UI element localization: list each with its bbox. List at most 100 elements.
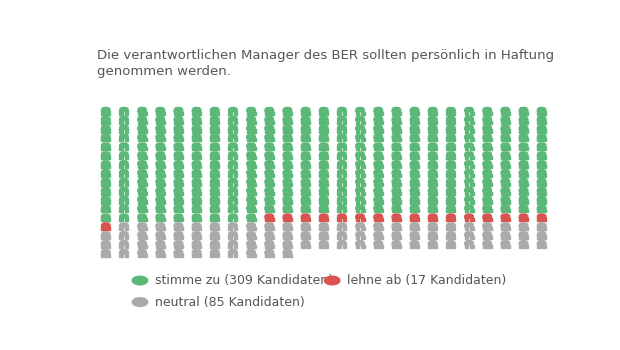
Polygon shape [210,180,219,183]
Ellipse shape [193,214,200,216]
Polygon shape [410,121,414,124]
Polygon shape [361,236,365,239]
Polygon shape [247,153,255,156]
Ellipse shape [466,152,472,153]
Polygon shape [483,207,492,209]
Polygon shape [488,209,492,212]
Polygon shape [174,165,178,168]
Polygon shape [337,145,347,147]
Polygon shape [192,227,196,230]
Polygon shape [501,147,505,150]
Ellipse shape [193,116,200,118]
Polygon shape [337,201,342,204]
Polygon shape [270,147,274,150]
Polygon shape [192,251,201,254]
Polygon shape [229,147,232,150]
Polygon shape [265,227,268,230]
Ellipse shape [484,241,490,242]
Ellipse shape [303,178,309,180]
Polygon shape [229,236,232,239]
Polygon shape [215,191,219,195]
Polygon shape [519,242,528,245]
Ellipse shape [193,143,200,145]
Ellipse shape [411,125,418,127]
Polygon shape [519,153,528,156]
Polygon shape [138,251,146,254]
Polygon shape [247,236,250,239]
Ellipse shape [411,196,418,198]
Polygon shape [215,236,219,239]
Polygon shape [107,138,110,141]
Ellipse shape [157,116,164,118]
Polygon shape [392,216,401,218]
Polygon shape [374,189,383,191]
Polygon shape [229,183,232,186]
Polygon shape [538,174,541,177]
Polygon shape [464,224,474,227]
Polygon shape [265,191,268,195]
Ellipse shape [157,214,164,216]
Polygon shape [538,245,541,248]
Polygon shape [197,147,201,150]
Polygon shape [415,174,419,177]
Polygon shape [288,201,292,204]
Polygon shape [101,245,105,248]
Polygon shape [192,130,196,133]
Polygon shape [229,121,232,124]
Ellipse shape [321,170,327,171]
Polygon shape [215,227,219,230]
Ellipse shape [466,161,472,162]
Polygon shape [519,233,528,236]
Ellipse shape [121,214,127,216]
Polygon shape [288,191,292,195]
Ellipse shape [484,223,490,224]
Polygon shape [138,245,141,248]
Polygon shape [483,174,487,177]
Ellipse shape [356,205,363,207]
Ellipse shape [248,152,254,153]
Polygon shape [120,254,123,257]
Polygon shape [101,183,105,186]
Polygon shape [501,112,505,115]
Polygon shape [265,130,268,133]
Polygon shape [143,130,146,133]
Polygon shape [433,218,437,221]
Polygon shape [192,207,201,209]
Polygon shape [361,121,365,124]
Polygon shape [519,130,523,133]
Polygon shape [179,218,183,221]
Ellipse shape [193,223,200,224]
Polygon shape [488,121,492,124]
Polygon shape [379,138,383,141]
Polygon shape [319,174,323,177]
Polygon shape [415,138,419,141]
Ellipse shape [303,187,309,189]
Polygon shape [433,138,437,141]
Polygon shape [397,174,401,177]
Polygon shape [229,207,237,209]
Polygon shape [229,251,237,254]
Polygon shape [215,245,219,248]
Polygon shape [174,136,183,138]
Polygon shape [374,209,378,212]
Polygon shape [433,174,437,177]
Polygon shape [234,147,237,150]
Ellipse shape [121,250,127,251]
Ellipse shape [157,107,164,109]
Polygon shape [428,127,437,130]
Polygon shape [488,112,492,115]
Polygon shape [519,165,523,168]
Polygon shape [210,165,214,168]
Polygon shape [283,180,292,183]
Ellipse shape [430,143,436,145]
Polygon shape [337,127,347,130]
Polygon shape [161,165,165,168]
Polygon shape [120,156,123,159]
Ellipse shape [248,107,254,109]
Ellipse shape [157,152,164,153]
Polygon shape [519,112,523,115]
Polygon shape [138,130,141,133]
Polygon shape [247,254,250,257]
Ellipse shape [502,107,508,109]
Polygon shape [374,118,383,121]
